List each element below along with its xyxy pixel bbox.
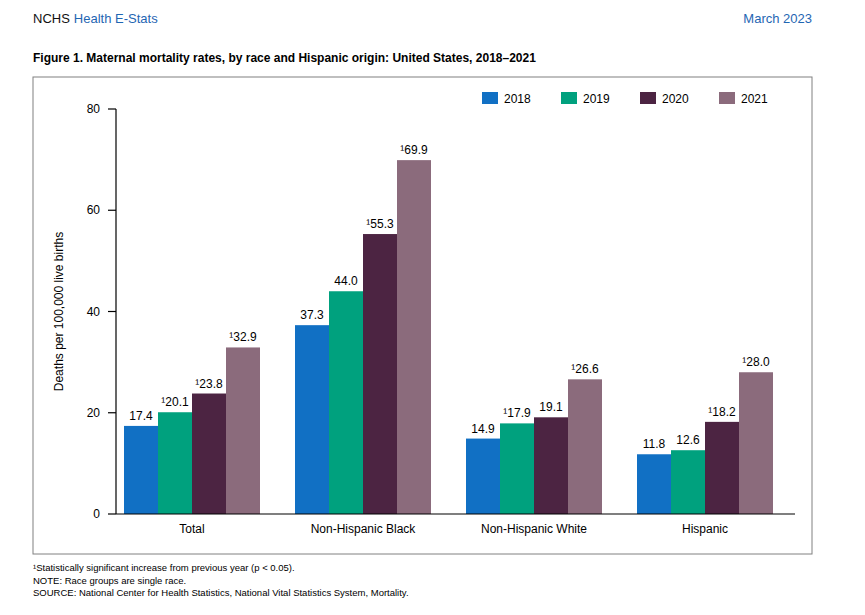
x-axis (116, 513, 795, 514)
data-label: ¹17.9 (503, 406, 531, 420)
bar (124, 426, 158, 514)
data-label: 44.0 (334, 274, 358, 288)
bar (739, 372, 773, 514)
bar (192, 394, 226, 514)
header-brand: NCHS Health E-Stats (33, 11, 158, 26)
legend-label: 2019 (583, 92, 610, 106)
data-label: 19.1 (539, 400, 563, 414)
header-series: Health E-Stats (74, 11, 158, 26)
legend-label: 2020 (662, 92, 689, 106)
chart: NCHS Health E-Stats March 2023 Figure 1. Ma… (0, 0, 865, 615)
legend-swatch (561, 92, 577, 104)
data-label: ¹23.8 (195, 377, 223, 391)
legend-swatch (640, 92, 656, 104)
y-tick (108, 412, 116, 413)
footnote: NOTE: Race groups are single race. (33, 575, 186, 586)
data-label: 14.9 (471, 422, 495, 436)
data-label: 11.8 (643, 437, 666, 451)
legend-label: 2021 (741, 92, 768, 106)
data-label: ¹28.0 (742, 355, 770, 369)
bar (705, 422, 739, 514)
x-tick-label: Non-Hispanic White (481, 522, 587, 536)
x-tick-label: Total (179, 522, 204, 536)
x-tick-label: Non-Hispanic Black (311, 522, 417, 536)
y-tick-label: 80 (87, 102, 101, 116)
header-org: NCHS (33, 11, 70, 26)
y-tick-label: 40 (87, 305, 101, 319)
data-label: ¹18.2 (708, 405, 736, 419)
legend-swatch (719, 92, 735, 104)
bar (295, 325, 329, 514)
bar (500, 423, 534, 514)
x-tick-label: Hispanic (682, 522, 728, 536)
chart-frame (33, 77, 812, 554)
footnote: SOURCE: National Center for Health Stati… (33, 587, 409, 598)
legend-label: 2018 (504, 92, 531, 106)
bar (568, 379, 602, 514)
data-label: ¹20.1 (161, 395, 189, 409)
y-tick (108, 210, 116, 211)
data-label: 17.4 (129, 409, 153, 423)
bar (363, 234, 397, 514)
data-label: ¹69.9 (400, 143, 428, 157)
background (0, 0, 865, 615)
bar (158, 412, 192, 514)
chart-title: Figure 1. Maternal mortality rates, by r… (33, 51, 536, 65)
y-tick-label: 0 (93, 507, 100, 521)
data-label: 12.6 (676, 433, 700, 447)
y-tick (108, 513, 116, 514)
bar (397, 160, 431, 514)
legend-swatch (482, 92, 498, 104)
data-label: ¹55.3 (366, 217, 394, 231)
header-date: March 2023 (743, 11, 812, 26)
bar (671, 450, 705, 514)
data-label: ¹32.9 (229, 330, 257, 344)
bar (534, 417, 568, 514)
data-label: 37.3 (300, 308, 324, 322)
bar (466, 439, 500, 514)
bar (637, 454, 671, 514)
y-tick-label: 20 (87, 406, 101, 420)
legend: 2018 2019 2020 2021 (482, 92, 768, 106)
footnote: ¹Statistically significant increase from… (33, 562, 295, 573)
y-axis-label: Deaths per 100,000 live births (52, 232, 66, 391)
bar (329, 291, 363, 514)
y-tick-label: 60 (87, 203, 101, 217)
data-label: ¹26.6 (571, 362, 599, 376)
y-tick (108, 108, 116, 109)
bars (124, 160, 773, 514)
bar (226, 347, 260, 514)
y-tick (108, 311, 116, 312)
